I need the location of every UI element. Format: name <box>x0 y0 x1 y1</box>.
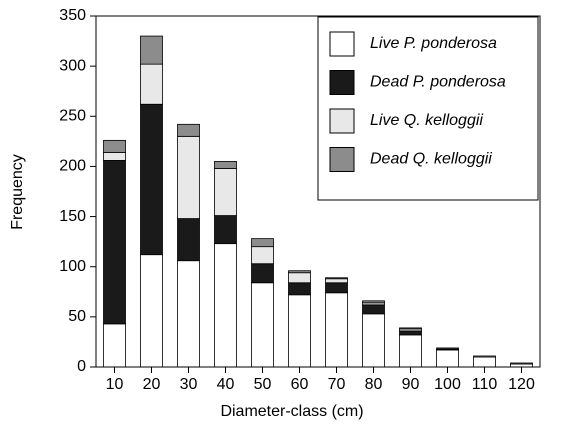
bar-segment <box>251 238 274 248</box>
x-tick-label: 50 <box>254 376 272 393</box>
bar-segment <box>140 254 163 368</box>
x-tick-label: 100 <box>434 376 461 393</box>
bar-segment <box>510 362 533 365</box>
y-tick-label: 150 <box>59 208 86 225</box>
legend-swatch <box>329 108 355 134</box>
y-tick-label: 0 <box>77 358 86 375</box>
bar-segment <box>140 63 163 105</box>
legend-swatch <box>329 147 355 172</box>
bar-segment <box>473 355 496 358</box>
bar-segment <box>399 330 422 336</box>
bar-segment <box>103 323 126 368</box>
bar-segment <box>325 292 348 368</box>
bar-segment <box>177 260 200 368</box>
bar-segment <box>214 168 237 216</box>
bar-segment <box>362 304 385 315</box>
legend-text: Live P. ponderosa <box>370 35 497 52</box>
legend-swatch <box>329 70 355 95</box>
x-tick-label: 120 <box>508 376 535 393</box>
bar-segment <box>288 272 311 284</box>
bar-segment <box>177 135 200 219</box>
legend-text: Dead Q. kelloggii <box>370 151 492 168</box>
bar-segment <box>436 349 459 368</box>
bar-segment <box>103 160 126 325</box>
bar-segment <box>362 300 385 304</box>
legend-swatch <box>329 31 355 57</box>
x-tick-label: 60 <box>291 376 309 393</box>
y-axis-label: Frequency <box>9 154 26 230</box>
y-tick-label: 300 <box>59 57 86 74</box>
bar-segment <box>214 243 237 368</box>
bar-segment <box>251 263 274 284</box>
bar-segment <box>103 139 126 153</box>
bar-segment <box>251 246 274 265</box>
x-tick-label: 80 <box>365 376 383 393</box>
bar-segment <box>288 294 311 368</box>
bar-segment <box>399 334 422 368</box>
bar-segment <box>177 218 200 262</box>
bar-segment <box>103 151 126 161</box>
bar-segment <box>177 123 200 137</box>
bar-segment <box>288 282 311 296</box>
x-tick-label: 70 <box>328 376 346 393</box>
bar-segment <box>251 282 274 368</box>
x-tick-label: 10 <box>106 376 124 393</box>
bar-segment <box>473 356 496 368</box>
y-tick-label: 350 <box>59 7 86 24</box>
bar-segment <box>325 277 348 280</box>
bar-segment <box>362 313 385 368</box>
y-tick-label: 100 <box>59 258 86 275</box>
bar-segment <box>214 215 237 245</box>
plot-frame <box>95 15 541 368</box>
bar-segment <box>140 35 163 65</box>
legend-text: Live Q. kelloggii <box>370 112 483 129</box>
bar-segment <box>325 278 348 284</box>
x-tick-label: 30 <box>180 376 198 393</box>
bar-segment <box>399 327 422 330</box>
y-tick-label: 200 <box>59 158 86 175</box>
x-tick-label: 90 <box>402 376 420 393</box>
x-axis-label: Diameter-class (cm) <box>220 403 363 420</box>
x-tick-label: 40 <box>217 376 235 393</box>
legend-text: Dead P. ponderosa <box>370 74 506 91</box>
bar-segment <box>436 347 459 350</box>
y-tick-label: 50 <box>68 308 86 325</box>
x-tick-label: 110 <box>472 376 498 393</box>
x-tick-label: 20 <box>143 376 161 393</box>
bar-segment <box>288 270 311 274</box>
bar-segment <box>325 282 348 294</box>
y-tick-label: 250 <box>59 108 86 125</box>
bar-segment <box>140 103 163 256</box>
bar-segment <box>214 161 237 169</box>
legend-box <box>317 16 539 201</box>
